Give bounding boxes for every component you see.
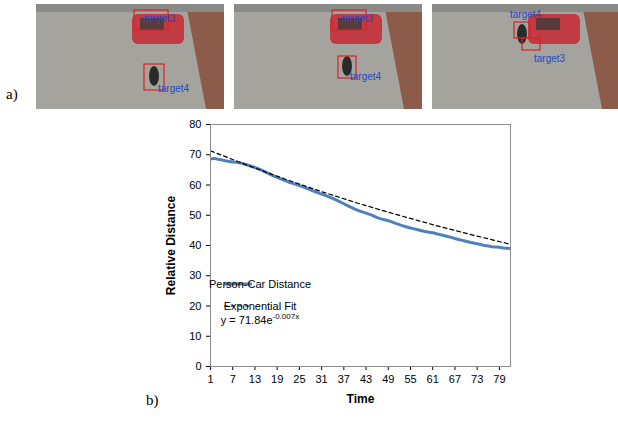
svg-text:20: 20 <box>189 300 201 312</box>
svg-text:55: 55 <box>404 373 416 385</box>
svg-text:50: 50 <box>189 209 201 221</box>
svg-text:61: 61 <box>427 373 439 385</box>
svg-text:25: 25 <box>293 373 305 385</box>
svg-text:40: 40 <box>189 239 201 251</box>
svg-text:target3: target3 <box>144 13 176 24</box>
svg-text:60: 60 <box>189 179 201 191</box>
svg-text:67: 67 <box>449 373 461 385</box>
svg-text:Time: Time <box>347 392 375 406</box>
html-text:b): b) <box>146 392 159 408</box>
svg-text:target4: target4 <box>510 9 542 20</box>
svg-text:19: 19 <box>271 373 283 385</box>
svg-text:Relative Distance: Relative Distance <box>164 195 178 295</box>
svg-text:70: 70 <box>189 148 201 160</box>
svg-text:target4: target4 <box>158 83 190 94</box>
svg-text:43: 43 <box>360 373 372 385</box>
svg-text:target3: target3 <box>342 13 374 24</box>
svg-text:79: 79 <box>493 373 505 385</box>
svg-text:target4: target4 <box>350 71 382 82</box>
svg-text:10: 10 <box>189 330 201 342</box>
html-text:a): a) <box>6 86 18 102</box>
svg-text:73: 73 <box>471 373 483 385</box>
svg-text:37: 37 <box>338 373 350 385</box>
svg-text:49: 49 <box>382 373 394 385</box>
svg-text:80: 80 <box>189 118 201 130</box>
svg-text:13: 13 <box>249 373 261 385</box>
svg-text:y = 71.84e-0.007x: y = 71.84e-0.007x <box>221 312 299 326</box>
svg-text:Person-Car Distance: Person-Car Distance <box>209 278 311 290</box>
svg-text:7: 7 <box>230 373 236 385</box>
svg-text:30: 30 <box>189 269 201 281</box>
svg-text:Exponential Fit: Exponential Fit <box>224 300 297 312</box>
svg-text:1: 1 <box>207 373 213 385</box>
svg-text:0: 0 <box>195 360 201 372</box>
svg-text:target3: target3 <box>534 53 566 64</box>
svg-text:31: 31 <box>315 373 327 385</box>
